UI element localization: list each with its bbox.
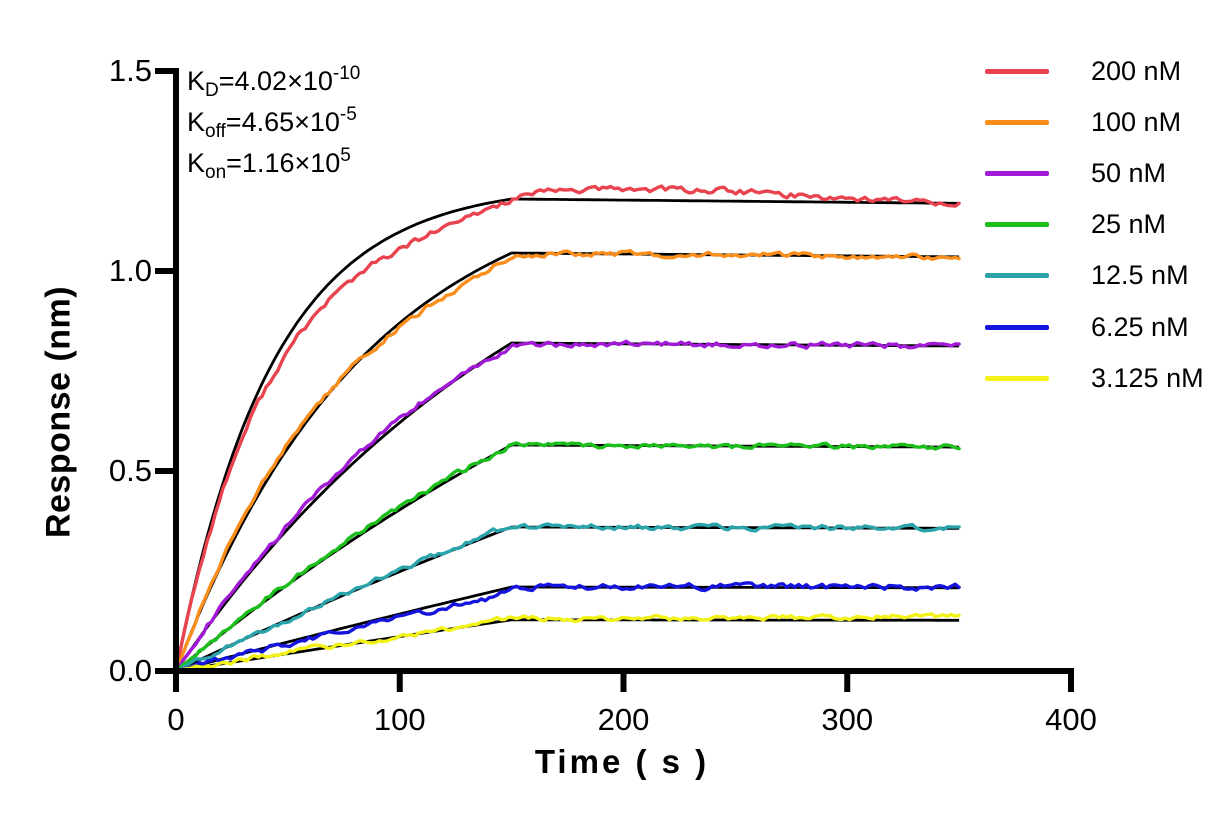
legend-label: 25 nM [1091, 209, 1167, 240]
legend-color-swatch [985, 324, 1049, 330]
data-curve-100nM [174, 248, 961, 673]
data-curve-200nM [174, 184, 961, 673]
fit-curve-200nM [174, 197, 960, 672]
legend-label: 12.5 nM [1091, 260, 1189, 291]
data-curve-6.25nM [174, 581, 961, 673]
legend-item: 200 nM [985, 54, 1181, 88]
legend-item: 100 nM [985, 105, 1181, 139]
legend-label: 50 nM [1091, 157, 1167, 188]
legend-label: 200 nM [1091, 55, 1182, 86]
fit-curve-25nM [175, 443, 960, 673]
fit-curve-50nM [174, 341, 960, 672]
kinetics-annotation: KD=4.02×10-10 [187, 63, 361, 105]
legend-item: 6.25 nM [985, 310, 1189, 344]
x-tick-label: 0 [167, 702, 185, 737]
legend-item: 3.125 nM [985, 361, 1204, 395]
annotation-body: =4.65×10 [225, 107, 340, 137]
annotation-sup: 5 [340, 145, 351, 166]
legend-color-swatch [985, 222, 1049, 228]
legend-item: 25 nM [985, 208, 1166, 242]
data-curve-12.5nM [174, 522, 961, 673]
legend-label: 6.25 nM [1091, 311, 1189, 342]
annotation-sub: D [205, 80, 219, 101]
kinetics-annotation: Kon=1.16×105 [187, 145, 360, 187]
legend-label: 3.125 nM [1091, 362, 1204, 393]
legend-color-swatch [985, 68, 1049, 74]
annotation-body: =1.16×10 [226, 148, 341, 178]
data-curve-3.125nM [174, 612, 961, 673]
legend-color-swatch [985, 273, 1049, 279]
x-tick-label: 200 [597, 702, 650, 737]
legend-item: 12.5 nM [985, 259, 1189, 293]
data-curve-50nM [174, 339, 961, 673]
legend-item: 50 nM [985, 156, 1166, 190]
annotation-sup: -10 [332, 63, 361, 84]
kinetics-annotation: Koff=4.65×10-5 [187, 104, 360, 146]
fit-curve-6.25nM [175, 585, 960, 673]
legend-color-swatch [985, 119, 1049, 125]
legend-label: 100 nM [1091, 106, 1182, 137]
annotation-body: =4.02×10 [218, 66, 333, 96]
annotation-k: K [187, 66, 206, 96]
y-tick-label: 0.5 [108, 453, 152, 488]
y-tick-label: 1.5 [108, 53, 152, 88]
annotation-k: K [187, 148, 206, 178]
y-tick-label: 0.0 [108, 653, 152, 688]
fit-curve-100nM [174, 251, 960, 672]
x-axis-title: Time ( s ) [534, 743, 710, 780]
annotation-sub: off [205, 121, 226, 142]
legend-color-swatch [985, 375, 1049, 381]
y-axis-title: Response (nm) [39, 285, 78, 539]
kinetics-annotation-block: KD=4.02×10-10 Koff=4.65×10-5 Kon=1.16×105 [187, 63, 361, 187]
legend-color-swatch [985, 170, 1049, 176]
annotation-sub: on [205, 162, 227, 183]
x-tick-label: 300 [821, 702, 874, 737]
annotation-sup: -5 [339, 104, 357, 125]
data-curve-25nM [174, 441, 961, 673]
x-tick-label: 100 [373, 702, 426, 737]
x-tick-label: 400 [1045, 702, 1097, 737]
y-tick-label: 1.0 [108, 253, 152, 288]
annotation-k: K [187, 107, 206, 137]
